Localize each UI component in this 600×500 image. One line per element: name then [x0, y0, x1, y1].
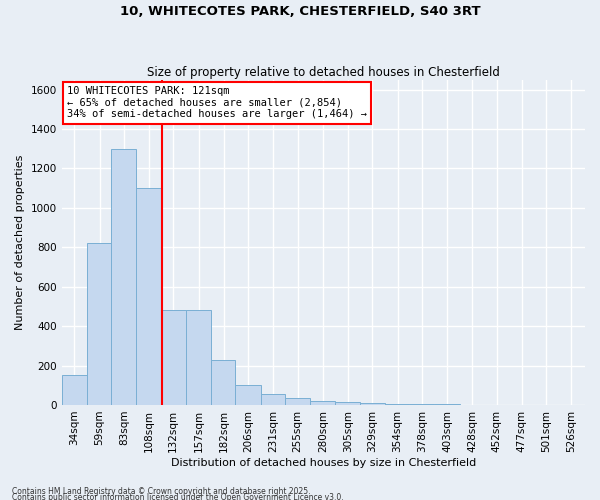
Bar	[62, 376, 87, 405]
Bar	[211, 360, 235, 405]
Bar	[360, 404, 385, 405]
X-axis label: Distribution of detached houses by size in Chesterfield: Distribution of detached houses by size …	[171, 458, 476, 468]
Text: Contains public sector information licensed under the Open Government Licence v3: Contains public sector information licen…	[12, 492, 344, 500]
Bar	[136, 188, 161, 405]
Bar	[186, 310, 211, 405]
Bar	[260, 394, 285, 405]
Bar	[235, 385, 260, 405]
Bar	[335, 402, 360, 405]
Bar	[161, 310, 186, 405]
Bar	[310, 401, 335, 405]
Bar	[111, 148, 136, 405]
Y-axis label: Number of detached properties: Number of detached properties	[15, 154, 25, 330]
Bar	[434, 404, 460, 405]
Text: Contains HM Land Registry data © Crown copyright and database right 2025.: Contains HM Land Registry data © Crown c…	[12, 486, 311, 496]
Bar	[385, 404, 409, 405]
Text: 10 WHITECOTES PARK: 121sqm
← 65% of detached houses are smaller (2,854)
34% of s: 10 WHITECOTES PARK: 121sqm ← 65% of deta…	[67, 86, 367, 120]
Bar	[409, 404, 434, 405]
Bar	[285, 398, 310, 405]
Bar	[87, 244, 111, 405]
Title: Size of property relative to detached houses in Chesterfield: Size of property relative to detached ho…	[147, 66, 500, 78]
Text: 10, WHITECOTES PARK, CHESTERFIELD, S40 3RT: 10, WHITECOTES PARK, CHESTERFIELD, S40 3…	[119, 5, 481, 18]
